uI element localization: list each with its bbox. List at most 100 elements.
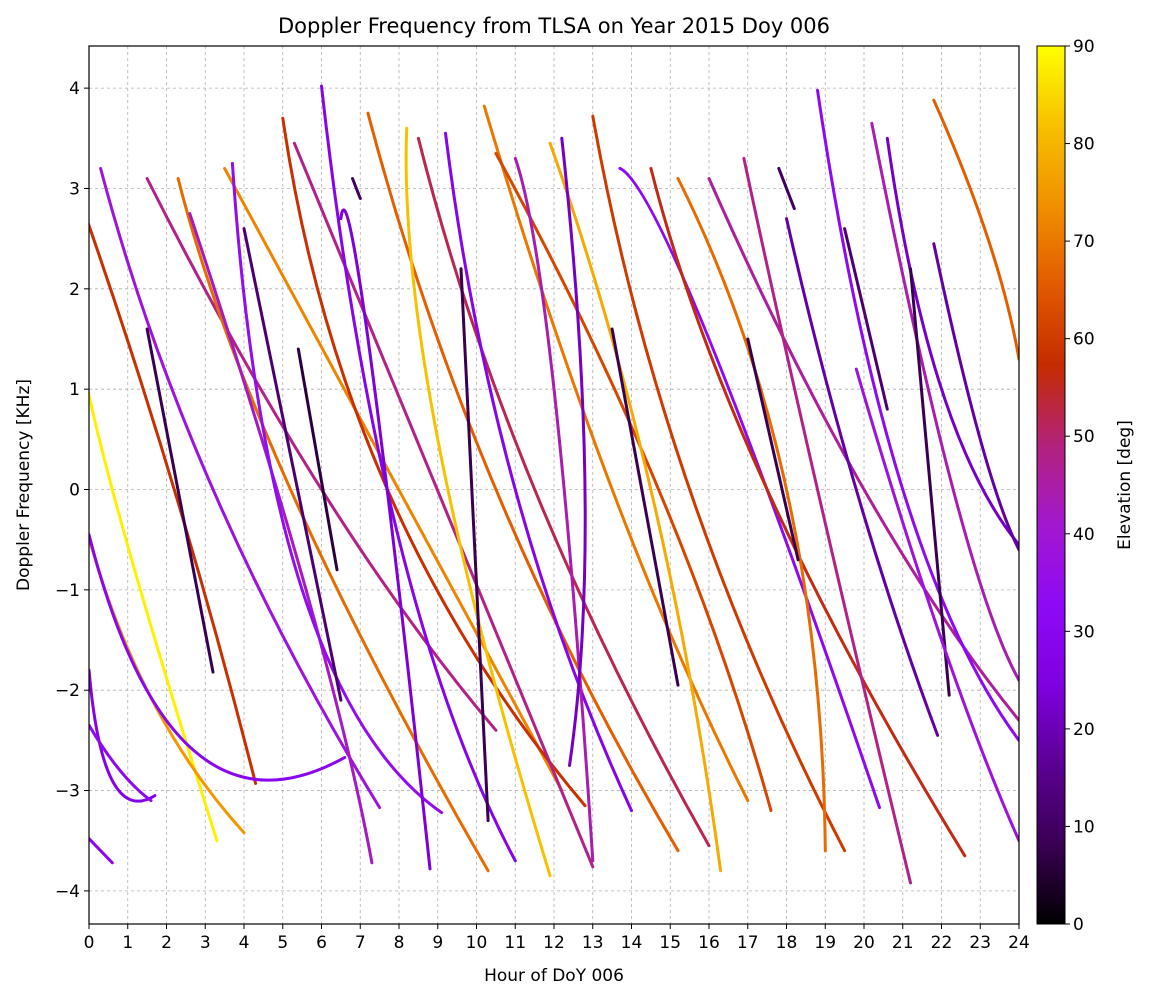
satellite-pass-track xyxy=(145,327,215,674)
x-tick-label: 21 xyxy=(892,933,914,953)
satellite-pass-track xyxy=(785,217,940,737)
y-axis: −4 −3 −2 −1 0 1 2 3 4 xyxy=(55,79,89,902)
satellite-pass-track xyxy=(591,114,847,853)
colorbar-tick-label: 90 xyxy=(1073,37,1095,57)
y-tick-label: −1 xyxy=(55,581,80,601)
colorbar-tick-label: 10 xyxy=(1073,817,1095,837)
satellite-pass-track xyxy=(870,121,1019,682)
colorbar-tick-label: 70 xyxy=(1073,232,1095,252)
x-axis-label: Hour of DoY 006 xyxy=(484,966,624,986)
colorbar-tick-label: 0 xyxy=(1073,915,1084,935)
y-axis-label: Doppler Frequency [KHz] xyxy=(14,379,34,591)
satellite-pass-track xyxy=(339,208,432,871)
satellite-pass-track xyxy=(560,136,587,767)
satellite-pass-track xyxy=(707,177,1019,722)
series-layer xyxy=(89,84,1019,885)
colorbar-tick-label: 60 xyxy=(1073,330,1095,350)
satellite-pass-track xyxy=(292,141,595,869)
y-tick-label: −2 xyxy=(55,681,80,701)
satellite-pass-track xyxy=(89,387,219,843)
y-tick-label: −4 xyxy=(55,882,80,902)
satellite-pass-track xyxy=(296,347,339,572)
colorbar-tick-label: 80 xyxy=(1073,135,1095,155)
satellite-pass-track xyxy=(366,111,680,853)
x-tick-label: 8 xyxy=(394,933,405,953)
colorbar-label: Elevation [deg] xyxy=(1115,420,1135,550)
y-tick-label: 2 xyxy=(69,280,80,300)
satellite-pass-track xyxy=(513,156,595,863)
colorbar-tick-label: 40 xyxy=(1073,525,1095,545)
x-tick-label: 3 xyxy=(200,933,211,953)
x-tick-label: 20 xyxy=(853,933,875,953)
satellite-pass-track xyxy=(176,177,490,873)
satellite-pass-track xyxy=(618,166,881,810)
satellite-pass-track xyxy=(351,177,362,200)
x-tick-label: 4 xyxy=(239,933,250,953)
x-tick-label: 24 xyxy=(1008,933,1030,953)
y-tick-label: 1 xyxy=(69,380,80,400)
satellite-pass-track xyxy=(676,177,827,853)
satellite-pass-track xyxy=(188,212,374,865)
satellite-pass-track xyxy=(230,161,444,815)
satellite-pass-track xyxy=(89,221,258,785)
satellite-pass-track xyxy=(742,156,912,885)
colorbar-ticks: 0 10 20 30 40 50 60 70 80 90 xyxy=(1065,37,1095,935)
satellite-pass-track xyxy=(843,227,889,411)
y-tick-label: 0 xyxy=(69,481,80,501)
satellite-pass-track xyxy=(494,151,773,813)
x-tick-label: 5 xyxy=(277,933,288,953)
x-tick-label: 17 xyxy=(737,933,759,953)
satellite-pass-track xyxy=(416,136,711,848)
satellite-pass-track xyxy=(482,104,750,803)
satellite-pass-track xyxy=(909,267,951,697)
y-tick-label: 4 xyxy=(69,79,80,99)
x-tick-label: 16 xyxy=(698,933,720,953)
satellite-pass-track xyxy=(320,84,517,863)
satellite-pass-track xyxy=(746,337,800,562)
satellite-pass-track xyxy=(932,242,1019,552)
x-tick-label: 9 xyxy=(432,933,443,953)
x-tick-label: 23 xyxy=(969,933,991,953)
colorbar-tick-label: 30 xyxy=(1073,622,1095,642)
satellite-pass-track xyxy=(89,533,347,782)
satellite-pass-track xyxy=(404,126,552,878)
x-tick-label: 12 xyxy=(543,933,565,953)
satellite-pass-track xyxy=(223,166,564,792)
x-tick-label: 19 xyxy=(814,933,836,953)
satellite-pass-track xyxy=(89,837,114,865)
y-tick-label: −3 xyxy=(55,782,80,802)
satellite-pass-track xyxy=(444,131,633,813)
satellite-pass-track xyxy=(548,141,723,873)
x-tick-label: 18 xyxy=(776,933,798,953)
satellite-pass-track xyxy=(99,166,382,810)
x-tick-label: 6 xyxy=(316,933,327,953)
colorbar-tick-label: 20 xyxy=(1073,720,1095,740)
x-tick-label: 2 xyxy=(161,933,172,953)
satellite-pass-track xyxy=(610,327,680,687)
satellite-pass-track xyxy=(649,166,967,858)
colorbar xyxy=(1036,45,1066,925)
y-tick-label: 3 xyxy=(69,179,80,199)
chart-title: Doppler Frequency from TLSA on Year 2015… xyxy=(278,14,830,38)
x-tick-label: 13 xyxy=(582,933,604,953)
satellite-pass-track xyxy=(885,136,1019,547)
x-axis: 0 1 2 3 4 5 6 7 8 9 10 11 12 13 14 15 16 17 18 19 20 21 22 23 24 xyxy=(84,924,1030,953)
x-tick-label: 7 xyxy=(355,933,366,953)
x-tick-label: 22 xyxy=(931,933,953,953)
x-tick-label: 0 xyxy=(84,933,95,953)
satellite-pass-track xyxy=(932,98,1019,361)
x-tick-label: 1 xyxy=(122,933,133,953)
satellite-pass-track xyxy=(459,267,490,823)
satellite-pass-track xyxy=(854,367,1019,843)
satellite-pass-track xyxy=(242,227,343,702)
satellite-pass-track xyxy=(89,532,246,835)
satellite-pass-track xyxy=(777,166,796,211)
satellite-pass-track xyxy=(89,668,157,803)
x-tick-label: 10 xyxy=(466,933,488,953)
satellite-pass-track xyxy=(816,88,1019,742)
satellite-pass-track xyxy=(89,723,153,803)
x-tick-label: 14 xyxy=(621,933,643,953)
x-tick-label: 11 xyxy=(504,933,526,953)
colorbar-tick-label: 50 xyxy=(1073,427,1095,447)
